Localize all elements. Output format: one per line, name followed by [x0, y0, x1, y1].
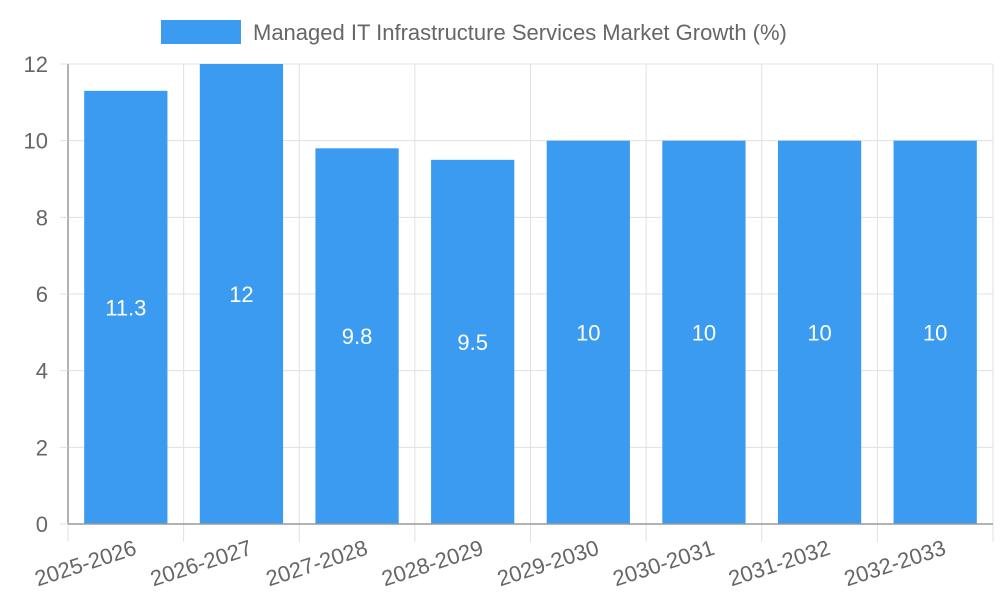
x-tick-label: 2027-2028 — [263, 535, 371, 591]
data-label: 11.3 — [105, 295, 146, 320]
y-tick-label: 10 — [24, 129, 48, 154]
bar-2031-2032[interactable] — [777, 140, 862, 524]
x-tick-label: 2026-2027 — [147, 535, 255, 591]
data-label: 10 — [576, 320, 600, 345]
y-axis-ticks: 0 2 4 6 8 10 12 — [24, 52, 68, 537]
bar-2027-2028[interactable] — [315, 148, 399, 525]
y-tick-label: 0 — [36, 512, 48, 537]
bar-2026-2027[interactable] — [199, 64, 284, 524]
x-tick-label: 2025-2026 — [32, 535, 140, 591]
bar-2030-2031[interactable] — [662, 140, 746, 524]
x-tick-label: 2029-2030 — [494, 535, 602, 591]
bar-2029-2030[interactable] — [546, 140, 630, 524]
data-label: 12 — [229, 282, 253, 307]
bars — [84, 64, 977, 525]
y-tick-label: 12 — [24, 52, 48, 77]
x-tick-label: 2028-2029 — [378, 535, 486, 591]
x-tick-label: 2031-2032 — [725, 535, 833, 591]
legend-swatch[interactable] — [161, 20, 241, 44]
y-tick-label: 2 — [36, 435, 48, 460]
data-label: 10 — [923, 320, 947, 345]
y-tick-label: 8 — [36, 205, 48, 230]
data-labels: 11.3 12 9.8 9.5 10 10 10 10 — [105, 282, 947, 355]
bar-2032-2033[interactable] — [893, 140, 977, 524]
x-axis-ticks: 2025-2026 2026-2027 2027-2028 2028-2029 2029… — [32, 535, 949, 591]
x-tick-label: 2032-2033 — [841, 535, 949, 591]
data-label: 10 — [807, 320, 831, 345]
bar-2025-2026[interactable] — [84, 90, 168, 524]
legend[interactable]: Managed IT Infrastructure Services Marke… — [161, 20, 787, 45]
legend-label[interactable]: Managed IT Infrastructure Services Marke… — [253, 20, 787, 45]
data-label: 9.8 — [342, 324, 373, 349]
bar-2028-2029[interactable] — [431, 159, 515, 525]
y-tick-label: 4 — [36, 359, 48, 384]
data-label: 9.5 — [457, 330, 488, 355]
y-tick-label: 6 — [36, 282, 48, 307]
x-tick-label: 2030-2031 — [610, 535, 718, 591]
data-label: 10 — [692, 320, 716, 345]
